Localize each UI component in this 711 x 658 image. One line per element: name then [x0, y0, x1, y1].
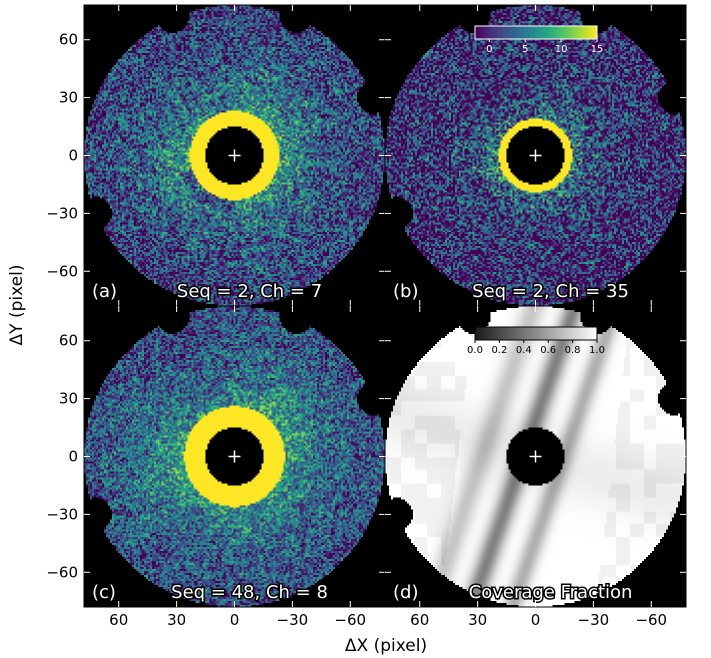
panel-d: (d) Coverage Fraction [384, 305, 687, 608]
y-tick-label: 60 [59, 31, 78, 49]
panels-layer: (a) Seq = 2, Ch = 7 (b) Seq = 2, Ch = 35 (c)… [83, 4, 687, 608]
y-tick-label: 0 [68, 448, 78, 466]
x-tick-label: −60 [635, 611, 667, 629]
panel-tag: (a) [92, 281, 117, 302]
x-tick-label: 0 [230, 611, 240, 629]
colorbar-tick-label: 0.6 [540, 345, 556, 356]
colorbar-tick-label: 0.0 [467, 345, 483, 356]
y-tick-label: −60 [46, 262, 78, 280]
y-tick-label: −30 [46, 505, 78, 523]
y-tick-label: 60 [59, 332, 78, 350]
colorbar-tick-label: 0.8 [565, 345, 581, 356]
x-tick-label: 30 [167, 611, 186, 629]
colorbar-d: 0.0 0.2 0.4 0.6 0.8 1.0 [467, 326, 605, 356]
panel-tag: (c) [92, 582, 116, 603]
colorbar-tick-label: 0 [486, 44, 492, 55]
panel-tag: (d) [393, 582, 418, 603]
colorbar-tick-label: 0.4 [516, 345, 532, 356]
panel-caption: Seq = 48, Ch = 8 [171, 582, 328, 603]
y-tick-label: 30 [59, 390, 78, 408]
x-tick-label: −30 [277, 611, 309, 629]
x-tick-label: −60 [334, 611, 366, 629]
x-axis-label: ΔX (pixel) [345, 636, 427, 656]
y-axis-label: ΔY (pixel) [7, 265, 27, 346]
x-tick-label: 30 [468, 611, 487, 629]
y-tick-label: 30 [59, 89, 78, 107]
colorbar-b: 0 5 10 15 [474, 25, 604, 55]
x-tick-label: 0 [531, 611, 541, 629]
colorbar-tick-label: 1.0 [589, 345, 605, 356]
x-tick-label: −30 [578, 611, 610, 629]
colorbar-ramp [474, 25, 598, 40]
panel-a: (a) Seq = 2, Ch = 7 [83, 4, 386, 307]
ticks-layer: 60 30 0 −30 −60 60 30 0 −30 −60 60 30 0 −30 −60 60 30 0 −3… [46, 31, 667, 629]
colorbar-tick-label: 0.2 [491, 345, 507, 356]
colorbar-tick-label: 10 [555, 44, 568, 55]
panel-caption: Coverage Fraction [469, 582, 633, 603]
colorbar-ramp [474, 326, 598, 341]
y-tick-label: −30 [46, 204, 78, 222]
panel-tag: (b) [393, 281, 418, 302]
x-tick-label: 60 [109, 611, 128, 629]
x-tick-label: 60 [410, 611, 429, 629]
y-tick-label: −60 [46, 563, 78, 581]
panel-caption: Seq = 2, Ch = 7 [177, 281, 322, 302]
y-tick-label: 0 [68, 147, 78, 165]
panel-b: (b) Seq = 2, Ch = 35 [384, 4, 687, 307]
colorbar-tick-label: 5 [522, 44, 528, 55]
panel-c: (c) Seq = 48, Ch = 8 [83, 305, 386, 608]
colorbar-tick-label: 15 [591, 44, 604, 55]
panel-caption: Seq = 2, Ch = 35 [472, 281, 629, 302]
